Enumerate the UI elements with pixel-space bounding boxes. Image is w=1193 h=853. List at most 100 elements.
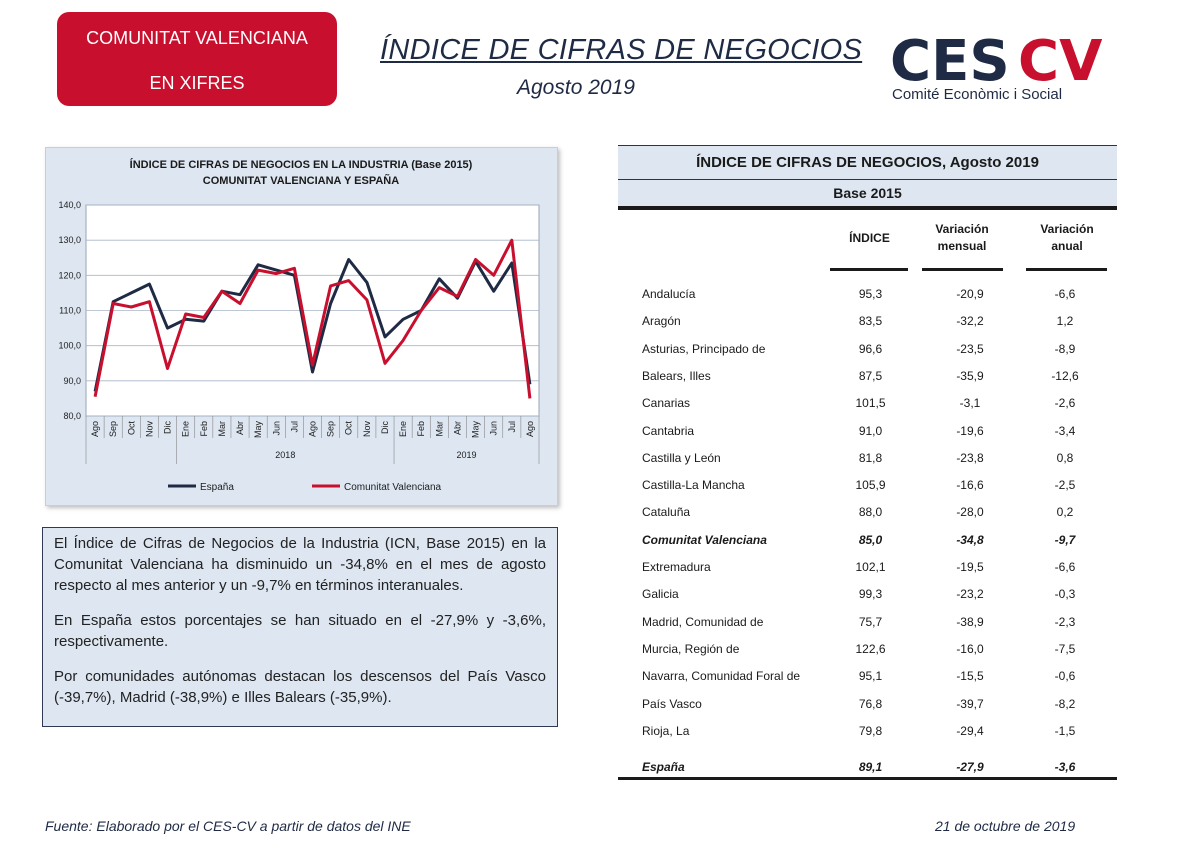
col-underline-indice xyxy=(830,268,908,271)
col-header-mensual-l1: Variación xyxy=(935,222,989,236)
table-row: Cantabria 91,0 -19,6 -3,4 xyxy=(640,424,1100,444)
badge-line2: EN XIFRES xyxy=(149,73,245,93)
col-underline-mensual xyxy=(922,268,1003,271)
x-tick-label: Jun xyxy=(271,421,281,436)
year-label: 2018 xyxy=(275,450,295,460)
row-region: Aragón xyxy=(642,314,681,328)
row-var-anual: 1,2 xyxy=(1056,314,1074,328)
x-tick-label: Mar xyxy=(217,421,227,437)
row-var-mensual: -34,8 xyxy=(956,533,984,547)
row-var-anual: -6,6 xyxy=(1054,287,1076,301)
x-tick-label: Ene xyxy=(398,421,408,437)
y-tick-label: 110,0 xyxy=(59,306,81,316)
x-tick-label: Ago xyxy=(525,421,535,437)
row-region: País Vasco xyxy=(642,697,702,711)
row-region: Cantabria xyxy=(642,424,695,438)
row-indice: 83,5 xyxy=(858,314,883,328)
row-var-mensual: -20,9 xyxy=(956,287,984,301)
row-indice: 95,3 xyxy=(858,287,883,301)
page-subtitle: Agosto 2019 xyxy=(517,76,635,99)
x-tick-label: Sep xyxy=(108,421,118,437)
row-var-anual: -0,6 xyxy=(1054,669,1076,683)
row-indice: 101,5 xyxy=(855,396,886,410)
row-indice: 76,8 xyxy=(858,697,883,711)
row-region: Murcia, Región de xyxy=(642,642,740,656)
table-row: Extremadura 102,1 -19,5 -6,6 xyxy=(640,560,1100,580)
row-var-anual: -9,7 xyxy=(1054,533,1076,547)
commentary-p2: En España estos porcentajes se han situa… xyxy=(54,612,546,650)
row-var-anual: -2,5 xyxy=(1054,478,1076,492)
table-row: Aragón 83,5 -32,2 1,2 xyxy=(640,314,1100,334)
row-var-mensual: -23,8 xyxy=(956,451,984,465)
table-row-total: España 89,1 -27,9 -3,6 xyxy=(640,760,1100,780)
row-region: Asturias, Principado de xyxy=(642,342,766,356)
table-row: Andalucía 95,3 -20,9 -6,6 xyxy=(640,287,1100,307)
row-region: Castilla y León xyxy=(642,451,721,465)
table-row: Balears, Illes 87,5 -35,9 -12,6 xyxy=(640,369,1100,389)
row-indice: 99,3 xyxy=(858,587,883,601)
commentary-p1: El Índice de Cifras de Negocios de la In… xyxy=(54,535,546,594)
row-var-anual: -3,4 xyxy=(1054,424,1076,438)
table-bottom-rule xyxy=(618,777,1117,780)
row-var-anual: -2,6 xyxy=(1054,396,1076,410)
page-title: ÍNDICE DE CIFRAS DE NEGOCIOS xyxy=(380,34,863,66)
table-row: Murcia, Región de 122,6 -16,0 -7,5 xyxy=(640,642,1100,662)
x-tick-label: May xyxy=(471,421,481,439)
x-tick-label: Feb xyxy=(416,421,426,437)
table-row: Canarias 101,5 -3,1 -2,6 xyxy=(640,396,1100,416)
commentary-p3: Por comunidades autónomas destacan los d… xyxy=(54,668,546,706)
x-tick-label: Oct xyxy=(344,421,354,436)
row-indice: 87,5 xyxy=(858,369,883,383)
table-row: Navarra, Comunidad Foral de 95,1 -15,5 -0,6 xyxy=(640,669,1100,689)
row-region: Madrid, Comunidad de xyxy=(642,615,764,629)
row-var-mensual: -19,6 xyxy=(956,424,984,438)
report-date: 21 de octubre de 2019 xyxy=(935,818,1076,834)
row-region: Castilla-La Mancha xyxy=(642,478,745,492)
x-tick-label: Oct xyxy=(126,421,136,436)
row-var-mensual: -23,2 xyxy=(956,587,984,601)
legend-label: Comunitat Valenciana xyxy=(344,482,442,493)
row-region: Cataluña xyxy=(642,505,691,519)
series-line-espana xyxy=(93,258,532,392)
y-tick-label: 90,0 xyxy=(63,376,81,386)
row-indice: 81,8 xyxy=(858,451,883,465)
row-var-mensual: -29,4 xyxy=(956,724,984,738)
row-indice: 75,7 xyxy=(858,615,883,629)
row-var-anual: -0,3 xyxy=(1054,587,1076,601)
svg-text:CES: CES xyxy=(890,29,1010,94)
row-region: Andalucía xyxy=(642,287,696,301)
y-tick-label: 140,0 xyxy=(58,200,81,210)
table-row: Castilla y León 81,8 -23,8 0,8 xyxy=(640,451,1100,471)
row-indice: 105,9 xyxy=(855,478,886,492)
cescv-logo-mark: CES CV xyxy=(890,29,1103,94)
row-var-mensual: -15,5 xyxy=(956,669,984,683)
row-indice: 85,0 xyxy=(858,533,883,547)
row-indice: 91,0 xyxy=(858,424,883,438)
row-indice: 122,6 xyxy=(855,642,886,656)
row-var-anual: -6,6 xyxy=(1054,560,1076,574)
row-indice: 88,0 xyxy=(858,505,883,519)
table-row: Madrid, Comunidad de 75,7 -38,9 -2,3 xyxy=(640,615,1100,635)
badge-line1: COMUNITAT VALENCIANA xyxy=(86,28,308,48)
cescv-logo: CES CV Comité Econòmic i Social xyxy=(890,22,1110,108)
table-title: ÍNDICE DE CIFRAS DE NEGOCIOS, Agosto 201… xyxy=(618,145,1117,180)
col-header-anual-l2: anual xyxy=(1051,239,1083,253)
row-var-mensual: -23,5 xyxy=(956,342,984,356)
table-row: Cataluña 88,0 -28,0 0,2 xyxy=(640,505,1100,525)
row-region: Canarias xyxy=(642,396,691,410)
row-region: Extremadura xyxy=(642,560,711,574)
table-row: Asturias, Principado de 96,6 -23,5 -8,9 xyxy=(640,342,1100,362)
table-row: Rioja, La 79,8 -29,4 -1,5 xyxy=(640,724,1100,744)
x-tick-label: May xyxy=(253,421,263,439)
chart-title: ÍNDICE DE CIFRAS DE NEGOCIOS EN LA INDUS… xyxy=(130,158,473,171)
row-var-anual: -8,2 xyxy=(1054,697,1076,711)
col-header-anual: Variación anual xyxy=(1027,221,1107,255)
x-tick-label: Dic xyxy=(380,421,390,434)
row-region: Comunitat Valenciana xyxy=(642,533,767,547)
table-base: Base 2015 xyxy=(618,180,1117,210)
row-var-mensual: -16,0 xyxy=(956,642,984,656)
row-var-anual: -3,6 xyxy=(1054,760,1076,774)
row-var-mensual: -28,0 xyxy=(956,505,984,519)
x-tick-label: Abr xyxy=(452,421,462,435)
region-badge: COMUNITAT VALENCIANA EN XIFRES xyxy=(57,12,337,106)
